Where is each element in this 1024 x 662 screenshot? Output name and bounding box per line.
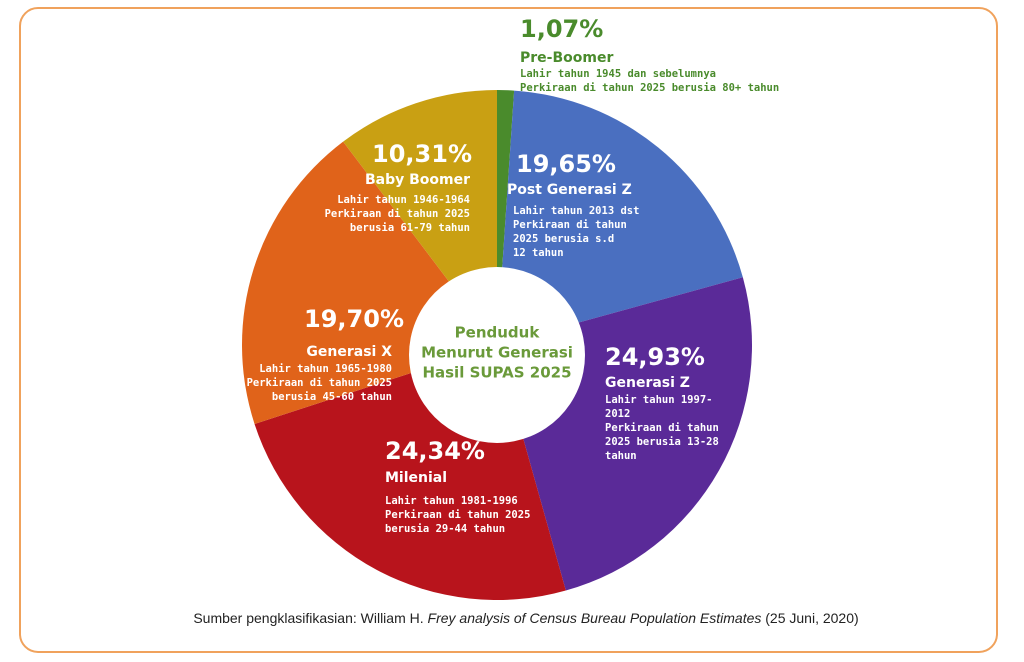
category-note: Lahir tahun 1965-1980 (259, 363, 392, 375)
value-label: 10,31% (372, 140, 472, 168)
category-note: tahun (605, 450, 637, 462)
center-text: Hasil SUPAS 2025 (422, 364, 571, 382)
source-part: Frey analysis of Census Bureau Populatio… (428, 610, 762, 626)
category-label: Pre-Boomer (520, 50, 613, 66)
category-note: berusia 45-60 tahun (272, 391, 392, 403)
source-part: Sumber pengklasifikasian: William H. (193, 610, 427, 626)
center-label: Penduduk Menurut Generasi Hasil SUPAS 2025 (421, 324, 573, 382)
category-label: Generasi X (306, 344, 392, 360)
category-note: 2025 berusia s.d (513, 233, 614, 245)
category-note: Perkiraan di tahun (513, 219, 627, 231)
center-text: Menurut Generasi (421, 344, 573, 362)
category-label: Post Generasi Z (507, 182, 632, 198)
category-label: Milenial (385, 470, 447, 486)
category-note: Lahir tahun 1945 dan sebelumnya (520, 68, 716, 80)
category-label: Generasi Z (605, 375, 690, 391)
category-note: Perkiraan di tahun 2025 berusia 80+ tahu… (520, 82, 779, 94)
value-label: 19,70% (304, 305, 404, 333)
slice (497, 90, 743, 345)
category-label: Baby Boomer (365, 172, 470, 188)
donut-hole (409, 267, 585, 443)
source-note: Sumber pengklasifikasian: William H. Fre… (193, 610, 858, 626)
center-text: Penduduk (455, 324, 541, 342)
category-note: berusia 61-79 tahun (350, 222, 470, 234)
value-label: 1,07% (520, 15, 603, 43)
category-note: Perkiraan di tahun 2025 (325, 208, 470, 220)
category-note: Perkiraan di tahun 2025 (385, 509, 530, 521)
category-note: Perkiraan di tahun (605, 422, 719, 434)
category-note: 2012 (605, 408, 630, 420)
category-note: Perkiraan di tahun 2025 (247, 377, 392, 389)
value-label: 24,93% (605, 343, 705, 371)
category-note: Lahir tahun 1946-1964 (337, 194, 470, 206)
category-note: Lahir tahun 2013 dst (513, 205, 639, 217)
source-part: (25 Juni, 2020) (761, 610, 858, 626)
category-note: 12 tahun (513, 247, 564, 259)
value-label: 19,65% (516, 150, 616, 178)
category-note: 2025 berusia 13-28 (605, 436, 719, 448)
category-note: berusia 29-44 tahun (385, 523, 505, 535)
value-label: 24,34% (385, 437, 485, 465)
category-note: Lahir tahun 1981-1996 (385, 495, 518, 507)
category-note: Lahir tahun 1997- (605, 394, 712, 406)
